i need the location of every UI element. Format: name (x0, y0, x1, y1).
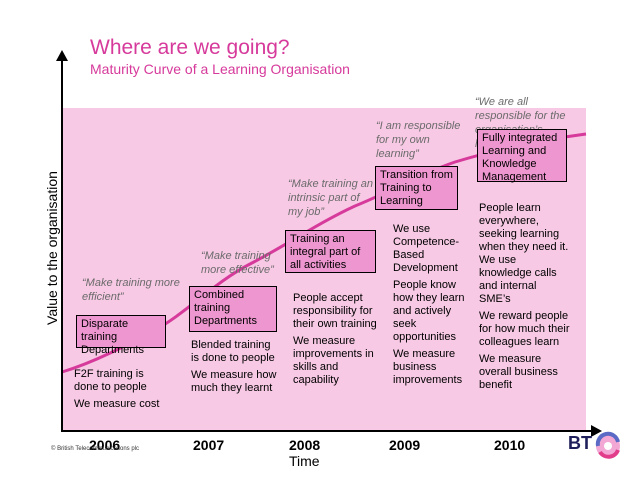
bt-logo-text: BT (568, 433, 592, 453)
stage-4-box: Transition from Training to Learning (375, 166, 458, 210)
stage-4-note: We use Competence-Based Development (393, 223, 460, 274)
stage-3-box: Training an integral part of all activit… (285, 230, 376, 273)
stage-5-note: We reward people for how much their coll… (479, 310, 570, 348)
stage-1-note: F2F training is done to people (74, 368, 147, 393)
year-label: 2007 (193, 437, 225, 453)
copyright-text: © British Telecommunications plc (51, 446, 140, 452)
year-label: 2010 (494, 437, 526, 453)
stage-3-quote: “Make training an intrinsic part of my j… (288, 178, 373, 218)
y-axis (61, 60, 63, 432)
bt-globe-icon (595, 431, 620, 459)
page-title: Where are we going? (90, 36, 290, 59)
page-subtitle: Maturity Curve of a Learning Organisatio… (90, 61, 350, 77)
x-axis (61, 430, 593, 432)
stage-2-note: Blended training is done to people (191, 339, 275, 364)
stage-4-note: People know how they learn and actively … (393, 279, 465, 343)
stage-5-note: We measure overall business benefit (479, 353, 558, 391)
y-axis-arrow-icon (56, 50, 68, 61)
stage-2-quote: “Make training more effective” (201, 250, 274, 276)
stage-4-note: We measure business improvements (393, 348, 463, 386)
stage-2-notes: Blended training is done to people We me… (191, 339, 277, 399)
stage-5-note: People learn everywhere, seeking learnin… (479, 202, 569, 305)
stage-1-note: We measure cost (74, 398, 160, 410)
stage-4-quote: “I am responsible for my own learning” (376, 120, 461, 160)
y-axis-label: Value to the organisation (44, 171, 60, 325)
x-axis-arrow-icon (591, 425, 602, 437)
stage-3-note: People accept responsibility for their o… (293, 292, 377, 330)
stage-1-box: Disparate training Departments (76, 315, 166, 356)
stage-2-note: We measure how much they learnt (191, 369, 277, 394)
stage-4-notes: We use Competence-Based Development Peop… (393, 223, 473, 391)
year-label: 2008 (289, 437, 321, 453)
year-label: 2009 (389, 437, 421, 453)
stage-5-notes: People learn everywhere, seeking learnin… (479, 202, 571, 396)
stage-1-quote: “Make training more efficient” (82, 277, 180, 303)
year-label: 2006 (89, 437, 121, 453)
x-axis-label: Time (289, 453, 320, 469)
stage-3-notes: People accept responsibility for their o… (293, 292, 379, 391)
stage-5-box: Fully integrated Learning and Knowledge … (477, 129, 567, 183)
stage-1-notes: F2F training is done to people We measur… (74, 368, 166, 415)
stage-2-box: Combined training Departments (189, 286, 277, 332)
stage-3-note: We measure improvements in skills and ca… (293, 335, 374, 386)
